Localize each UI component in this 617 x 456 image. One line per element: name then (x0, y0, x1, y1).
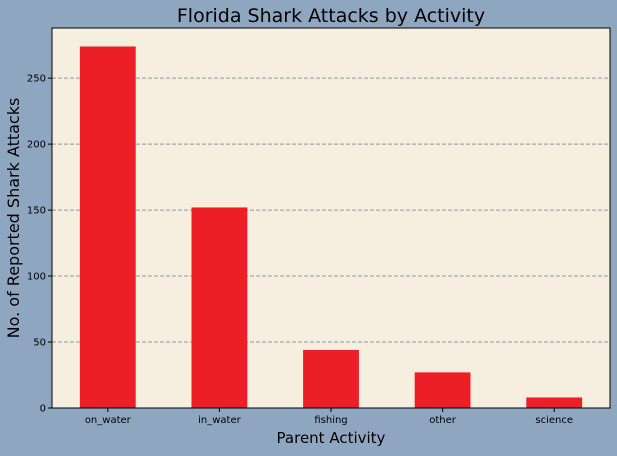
y-tick-label: 100 (27, 272, 46, 283)
x-tick-label: on_water (85, 415, 132, 426)
y-tick-label: 200 (27, 140, 46, 151)
y-axis-label: No. of Reported Shark Attacks (4, 98, 23, 339)
x-tick-label: in_water (198, 415, 241, 426)
bars (79, 46, 583, 408)
y-tick-label: 150 (27, 206, 46, 217)
bar-fishing (303, 349, 359, 408)
bar-on_water (79, 46, 136, 408)
gridlines (52, 77, 610, 343)
y-tick-label: 0 (40, 404, 46, 415)
y-tick-label: 50 (33, 338, 46, 349)
bar-science (526, 397, 583, 408)
x-tick-label: science (535, 415, 573, 426)
y-tick-label: 250 (27, 74, 46, 85)
tick-labels: 0 50 100 150 200 250 on_water in_water fishing ot… (27, 74, 573, 426)
bar-other (414, 372, 471, 408)
plot-frame (51, 27, 611, 409)
x-axis-label: Parent Activity (277, 429, 386, 447)
bar-in_water (191, 207, 248, 408)
x-tick-label: fishing (314, 415, 347, 426)
plot-area (52, 28, 610, 408)
x-tick-label: other (429, 415, 457, 426)
axes (48, 27, 611, 412)
chart-title: Florida Shark Attacks by Activity (177, 5, 485, 27)
